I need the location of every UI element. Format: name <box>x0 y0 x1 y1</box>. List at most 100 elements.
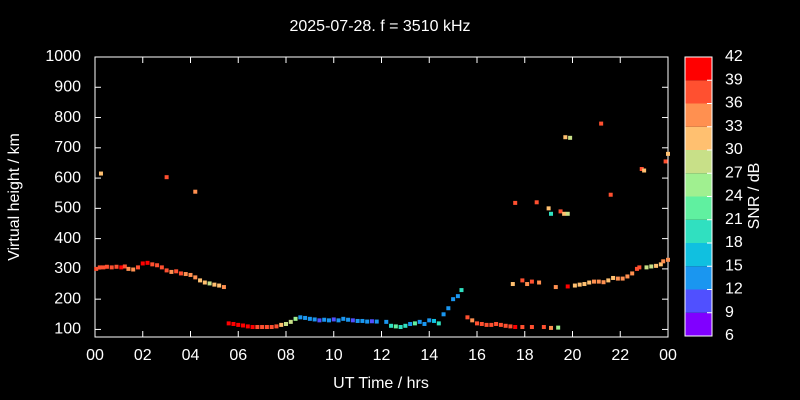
point <box>513 325 518 330</box>
x-tick-label: 10 <box>325 347 343 364</box>
point <box>221 285 226 290</box>
point <box>498 322 503 327</box>
point <box>620 276 625 281</box>
point <box>630 271 635 276</box>
colorbar-swatch <box>685 126 712 150</box>
point <box>212 282 217 287</box>
point <box>606 278 611 283</box>
colorbar-tick-label: 39 <box>725 71 743 88</box>
point <box>591 279 596 284</box>
colorbar-label: SNR / dB <box>746 163 763 230</box>
colorbar-swatch <box>685 103 712 127</box>
point <box>145 260 150 265</box>
point <box>553 285 558 290</box>
point <box>94 266 99 271</box>
point <box>577 282 582 287</box>
point <box>284 321 288 326</box>
point <box>360 318 365 323</box>
colorbar-tick-label: 27 <box>725 164 743 181</box>
point <box>312 317 317 322</box>
x-tick-label: 02 <box>134 347 152 364</box>
colorbar-tick-label: 24 <box>725 188 743 205</box>
point <box>634 266 639 271</box>
point <box>558 209 563 214</box>
point <box>508 324 513 329</box>
colorbar-tick-label: 36 <box>725 95 743 112</box>
point <box>639 167 644 171</box>
point <box>260 325 265 330</box>
point <box>298 315 303 320</box>
point <box>398 325 403 330</box>
point <box>384 319 389 324</box>
point <box>183 272 188 277</box>
point <box>479 321 484 326</box>
y-tick-label: 400 <box>54 230 81 247</box>
point <box>451 297 456 302</box>
point <box>666 151 670 156</box>
point <box>459 288 464 293</box>
point <box>264 325 269 330</box>
point <box>236 322 241 327</box>
point <box>568 135 573 140</box>
point <box>525 282 530 287</box>
point <box>572 283 577 288</box>
point <box>549 325 554 330</box>
point <box>174 269 179 274</box>
point <box>666 257 670 262</box>
point <box>122 264 127 269</box>
colorbar-tick-label: 42 <box>725 48 743 65</box>
point <box>114 264 119 269</box>
colorbar-swatch <box>685 219 712 243</box>
colorbar-swatch <box>685 196 712 220</box>
point <box>642 168 647 173</box>
point <box>562 211 567 216</box>
point <box>322 317 327 322</box>
point <box>250 325 255 330</box>
point <box>207 281 212 286</box>
colorbar-tick-label: 21 <box>725 211 743 228</box>
point <box>159 265 164 270</box>
point <box>245 324 250 329</box>
y-tick-label: 1000 <box>45 48 81 65</box>
y-tick-label: 300 <box>54 260 81 277</box>
point <box>393 324 398 329</box>
x-tick-label: 20 <box>564 347 582 364</box>
point <box>484 322 489 327</box>
point <box>255 325 260 330</box>
y-tick-label: 600 <box>54 169 81 186</box>
point <box>596 279 601 284</box>
point <box>470 318 475 323</box>
point <box>365 319 370 324</box>
point <box>317 318 322 323</box>
point <box>303 315 308 320</box>
point <box>565 284 570 289</box>
point <box>654 263 659 268</box>
point <box>193 189 198 194</box>
point <box>615 276 620 281</box>
point <box>346 317 351 322</box>
point <box>164 268 169 273</box>
point <box>202 280 207 285</box>
point <box>658 262 663 267</box>
x-tick-label: 06 <box>229 347 247 364</box>
x-tick-label: 00 <box>659 347 677 364</box>
point <box>489 322 494 327</box>
colorbar-swatch <box>685 173 712 197</box>
x-tick-label: 16 <box>468 347 486 364</box>
point <box>164 175 169 180</box>
point <box>625 274 630 279</box>
colorbar-swatch <box>685 243 712 267</box>
point <box>663 159 668 164</box>
point <box>529 279 534 284</box>
point <box>135 265 140 270</box>
point <box>529 325 534 330</box>
point <box>436 321 441 326</box>
y-tick-label: 800 <box>54 109 81 126</box>
colorbar-tick-label: 30 <box>725 141 743 158</box>
point <box>188 272 193 277</box>
point <box>541 325 546 330</box>
y-tick-label: 900 <box>54 78 81 95</box>
point <box>369 319 374 324</box>
point <box>408 321 413 326</box>
